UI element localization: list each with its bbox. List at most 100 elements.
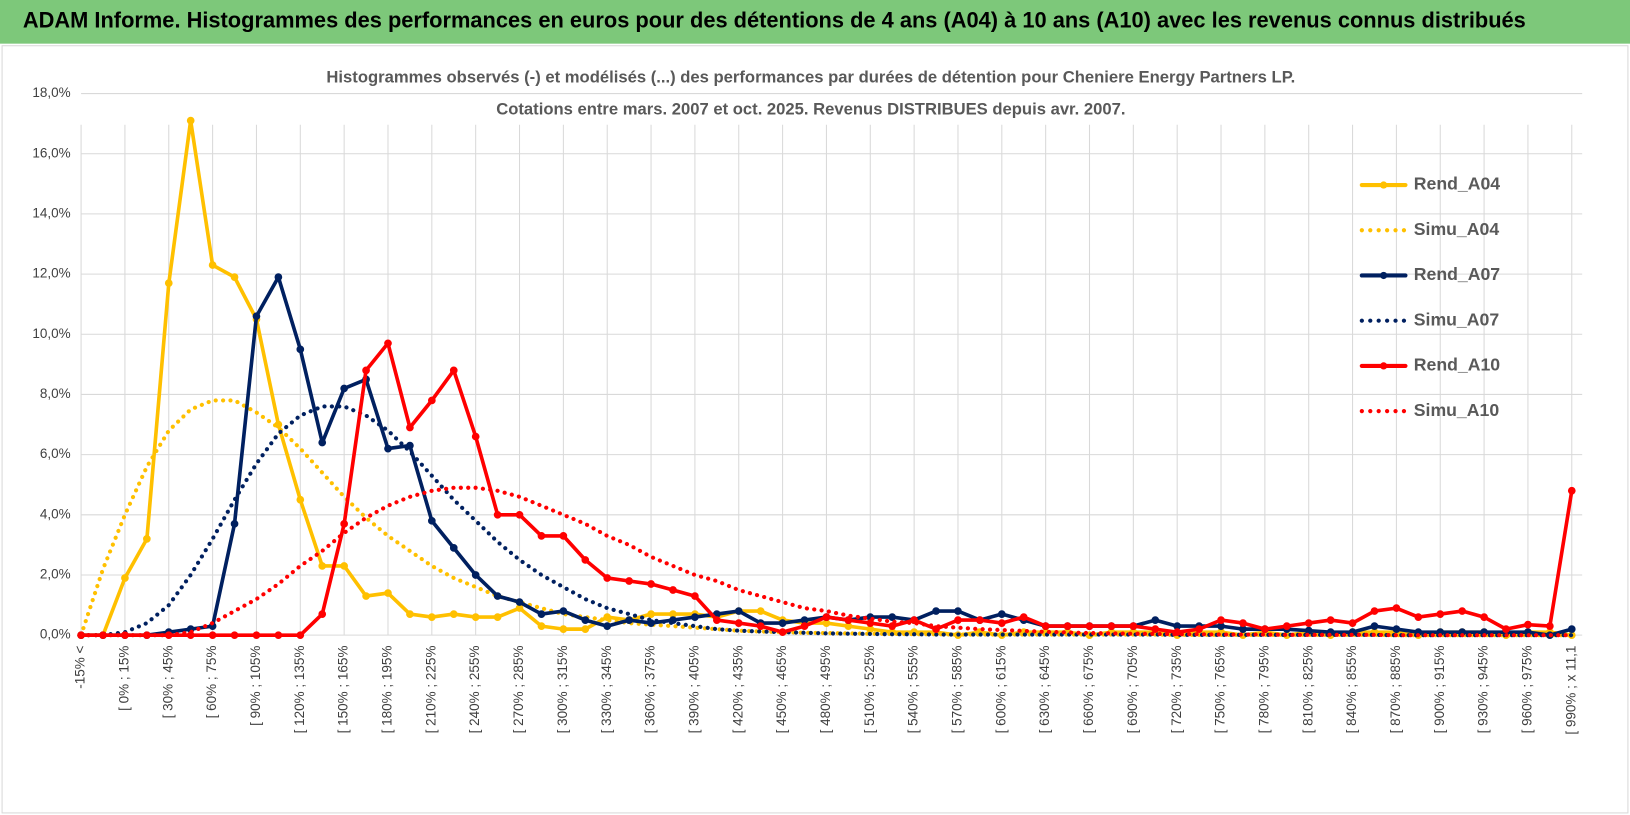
series-marker <box>559 625 568 633</box>
grid: 0,0% 2,0% 4,0% 6,0% 8,0% 10,0% 12,0% 14,0% 16,0%… <box>32 85 1583 735</box>
series-marker <box>756 622 765 630</box>
series-marker <box>340 519 348 528</box>
series-marker <box>647 580 655 588</box>
series-marker <box>581 556 590 564</box>
series-marker <box>208 261 217 269</box>
series-marker <box>1151 625 1160 633</box>
x-tick-label: [ 390% ; 405% <box>686 646 701 734</box>
header-title: ADAM Informe. Histogrammes des performan… <box>23 8 1526 33</box>
series-marker <box>427 516 436 525</box>
series-marker <box>1217 616 1225 624</box>
x-tick-label: [ 600% ; 615% <box>993 646 1008 734</box>
x-tick-label: [ 150% ; 165% <box>336 646 351 734</box>
x-tick-label: [ 30% ; 45% <box>160 646 175 719</box>
series-marker <box>734 607 743 615</box>
series-marker <box>1436 610 1445 618</box>
y-tick-label: 0,0% <box>40 627 71 642</box>
y-tick-label: 4,0% <box>40 506 71 521</box>
series-marker <box>406 423 414 432</box>
series-marker <box>1348 619 1357 627</box>
legend-label: Simu_A10 <box>1414 400 1500 420</box>
series-marker <box>471 432 480 441</box>
series-marker <box>1502 625 1510 633</box>
x-tick-label: [ 240% ; 255% <box>467 646 482 734</box>
series-marker <box>581 616 590 624</box>
series-line <box>79 485 1574 638</box>
x-tick-label: [ 360% ; 375% <box>643 646 658 734</box>
legend-label: Simu_A07 <box>1414 309 1500 329</box>
series-marker <box>493 613 502 621</box>
x-tick-label: [ 930% ; 945% <box>1476 646 1491 734</box>
legend-label: Rend_A04 <box>1414 174 1501 194</box>
series-marker <box>296 631 305 640</box>
series-marker <box>230 273 239 281</box>
series-marker <box>1458 607 1467 615</box>
series-marker <box>734 619 743 627</box>
series-marker <box>1085 622 1094 630</box>
series-marker <box>888 613 897 621</box>
series-marker <box>1151 616 1160 624</box>
x-tick-label: [ 630% ; 645% <box>1037 646 1052 734</box>
y-tick-label: 14,0% <box>32 205 70 220</box>
series-marker <box>493 592 502 600</box>
x-tick-label: [ 180% ; 195% <box>380 646 395 734</box>
x-tick-label: [ 330% ; 345% <box>599 646 614 734</box>
series-marker <box>515 598 524 606</box>
series-marker <box>888 622 897 630</box>
series-marker <box>691 592 699 600</box>
series-marker <box>340 562 348 570</box>
series-marker <box>1524 620 1532 629</box>
series-marker <box>537 610 546 618</box>
x-tick-label: [ 780% ; 795% <box>1256 646 1271 734</box>
series-marker <box>976 616 984 624</box>
y-tick-label: 16,0% <box>32 145 70 160</box>
series-marker <box>537 622 546 630</box>
series-marker <box>252 631 261 640</box>
series-marker <box>449 544 458 552</box>
series-marker <box>427 396 436 405</box>
series-line <box>79 404 1574 638</box>
series-marker <box>384 444 392 453</box>
legend-label: Rend_A10 <box>1414 355 1501 375</box>
series-marker <box>296 345 305 354</box>
x-tick-label: [ 0% ; 15% <box>116 646 131 711</box>
x-tick-label: [ 870% ; 885% <box>1388 646 1403 734</box>
series-marker <box>1304 619 1313 627</box>
x-tick-label: [ 840% ; 855% <box>1344 646 1359 734</box>
series-marker <box>208 631 217 640</box>
series-marker <box>1239 619 1247 627</box>
series-marker <box>318 438 327 447</box>
series-marker <box>1370 622 1379 630</box>
x-tick-label: [ 450% ; 465% <box>774 646 789 734</box>
series-marker <box>1326 616 1335 624</box>
x-tick-label: [ 120% ; 135% <box>292 646 307 734</box>
x-tick-label: [ 210% ; 225% <box>423 646 438 734</box>
x-tick-label: [ 420% ; 435% <box>730 646 745 734</box>
series-marker <box>669 586 677 594</box>
x-tick-label: [ 540% ; 555% <box>906 646 921 734</box>
x-tick-label: [ 690% ; 705% <box>1125 646 1140 734</box>
series-marker <box>1392 604 1401 612</box>
x-tick-label: [ 270% ; 285% <box>511 646 526 734</box>
x-tick-label: [ 720% ; 735% <box>1169 646 1184 734</box>
series-marker <box>1567 625 1576 633</box>
series-marker <box>954 616 962 624</box>
series-marker <box>318 562 327 570</box>
series-marker <box>559 607 568 615</box>
series-marker <box>1567 486 1576 495</box>
series-marker <box>866 619 875 627</box>
series-marker <box>121 574 129 582</box>
series-marker <box>559 532 568 540</box>
x-tick-label: [ 810% ; 825% <box>1300 646 1315 734</box>
series-marker <box>384 589 392 597</box>
series-marker <box>1041 622 1050 630</box>
series-marker <box>230 519 239 528</box>
x-tick-label: [ 300% ; 315% <box>555 646 570 734</box>
series-marker <box>778 619 787 627</box>
series-marker <box>581 625 590 633</box>
series-marker <box>296 495 305 504</box>
series-marker <box>1414 613 1423 621</box>
y-tick-label: 8,0% <box>40 386 71 401</box>
